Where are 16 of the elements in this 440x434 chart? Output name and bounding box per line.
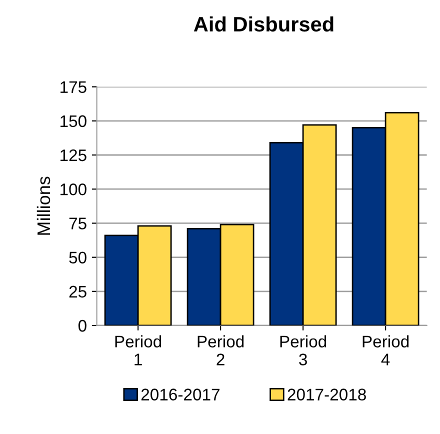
y-tick-label: 150 <box>60 115 86 128</box>
x-tick-label: Period 2 <box>198 335 244 366</box>
legend-label: 2016-2017 <box>141 388 220 400</box>
y-tick-label: 100 <box>60 184 86 196</box>
y-tick-label: 125 <box>60 149 86 162</box>
x-tick-label: Period 4 <box>362 335 409 366</box>
x-tick-label: Period 1 <box>115 335 162 366</box>
y-tick-label: 50 <box>69 252 86 264</box>
y-axis-title: Millions <box>36 176 50 235</box>
x-tick-label: Period 3 <box>280 335 326 366</box>
chart-title: Aid Disbursed <box>194 16 334 32</box>
y-tick-label: 75 <box>69 218 86 230</box>
y-tick-label: 0 <box>78 320 86 332</box>
y-tick-label: 25 <box>69 286 86 298</box>
legend-label: 2017-2018 <box>288 388 366 400</box>
y-tick-label: 175 <box>60 81 86 94</box>
